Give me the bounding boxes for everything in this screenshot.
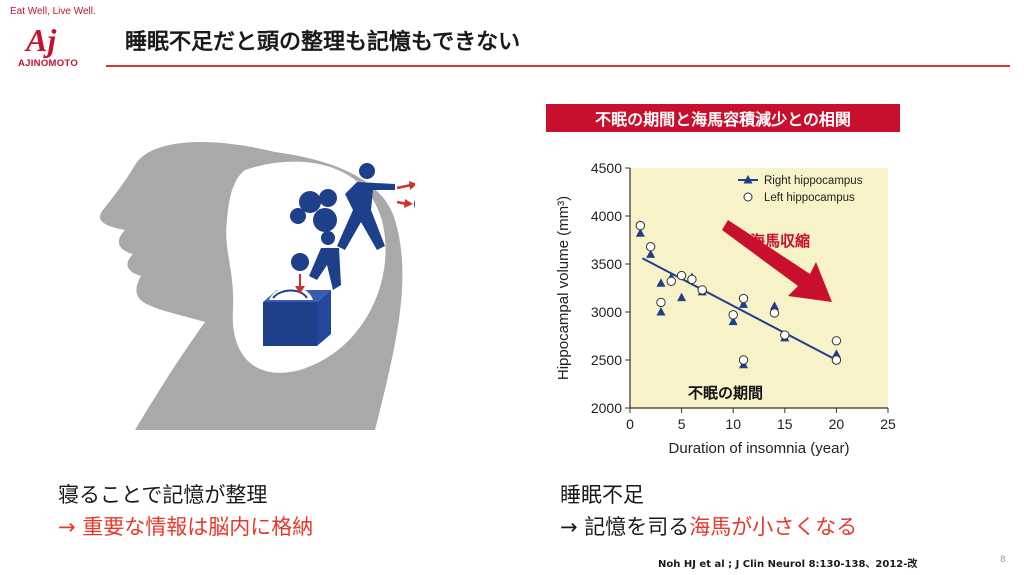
left-caption-line2: → 重要な情報は脳内に格納 (58, 515, 314, 539)
x-tick-label: 15 (777, 416, 793, 432)
y-axis-label: Hippocampal volume (mm³) (555, 196, 572, 380)
y-tick-label: 4500 (591, 160, 622, 176)
logo-tagline: Eat Well, Live Well. (10, 6, 96, 17)
data-point-left (687, 274, 697, 285)
data-point-left (728, 310, 738, 320)
data-point-left (666, 276, 676, 286)
plot-area (630, 168, 888, 408)
storage-box (263, 302, 317, 346)
trendline (641, 257, 837, 361)
data-point-left (697, 285, 707, 295)
citation: Noh HJ et al ; J Clin Neurol 8:130-138、2… (658, 559, 918, 570)
page-number: 8 (1000, 555, 1006, 565)
y-tick-label: 3500 (591, 256, 622, 272)
slide-title: 睡眠不足だと頭の整理も記憶もできない (125, 30, 521, 55)
right-caption-line2-black: → 記憶を司る (560, 515, 690, 539)
y-tick-label: 4000 (591, 208, 622, 224)
data-point-left (635, 220, 646, 231)
x-tick-label: 20 (829, 416, 845, 432)
data-point-right (646, 249, 656, 258)
chart-banner: 不眠の期間と海馬容積減少との相関 (546, 104, 900, 132)
left-caption: 寝ることで記憶が整理 → 重要な情報は脳内に格納 (58, 479, 313, 543)
x-tick-label: 5 (678, 416, 686, 432)
x-tick-label: 25 (880, 416, 896, 432)
data-point-right (635, 228, 645, 237)
data-point-left (831, 355, 842, 365)
data-point-left (780, 330, 790, 340)
right-caption: 睡眠不足 → 記憶を司る海馬が小さくなる (560, 479, 857, 543)
legend-label-right: Right hippocampus (764, 175, 863, 187)
data-point-left (738, 293, 749, 304)
shrink-arrow (722, 220, 832, 302)
left-caption-line1: 寝ることで記憶が整理 (58, 483, 268, 507)
logo-wordmark: AJINOMOTO (18, 58, 79, 69)
title-divider (106, 65, 1010, 67)
shrink-label: 海馬収縮 (750, 232, 810, 250)
scatter-chart: 2000 2500 3000 3500 4000 4500 0 5 10 15 20 25 Durati… (555, 160, 896, 457)
data-point-right (728, 316, 738, 326)
data-point-left (769, 308, 780, 318)
data-point-left (676, 270, 687, 281)
legend-label-left: Left hippocampus (764, 192, 855, 204)
legend-marker-right (743, 175, 753, 184)
logo-mark: Aj (26, 22, 57, 58)
x-axis-label: Duration of insomnia (year) (669, 440, 850, 457)
right-caption-line1: 睡眠不足 (560, 483, 644, 507)
legend-marker-left (743, 192, 753, 202)
brain-illustration (99, 142, 415, 430)
y-tick-label: 2500 (591, 352, 622, 368)
data-point-right (677, 292, 687, 302)
data-point-right (656, 278, 666, 287)
data-point-left (645, 242, 656, 252)
data-point-right (656, 307, 666, 316)
x-tick-label: 10 (725, 416, 741, 432)
y-tick-label: 3000 (591, 304, 622, 320)
data-point-left (831, 336, 842, 346)
data-point-left (656, 297, 666, 308)
ajinomoto-logo: Eat Well, Live Well. Aj AJINOMOTO (8, 2, 108, 72)
data-point-right (831, 349, 841, 358)
data-point-right (739, 299, 749, 308)
data-point-right (769, 301, 779, 310)
data-point-left (738, 355, 749, 365)
x-tick-label: 0 (626, 416, 634, 432)
right-caption-line2-red: 海馬が小さくなる (689, 515, 858, 539)
period-label: 不眠の期間 (688, 384, 763, 402)
y-tick-label: 2000 (591, 400, 622, 416)
right-caption-line2: → 記憶を司る海馬が小さくなる (560, 511, 857, 543)
